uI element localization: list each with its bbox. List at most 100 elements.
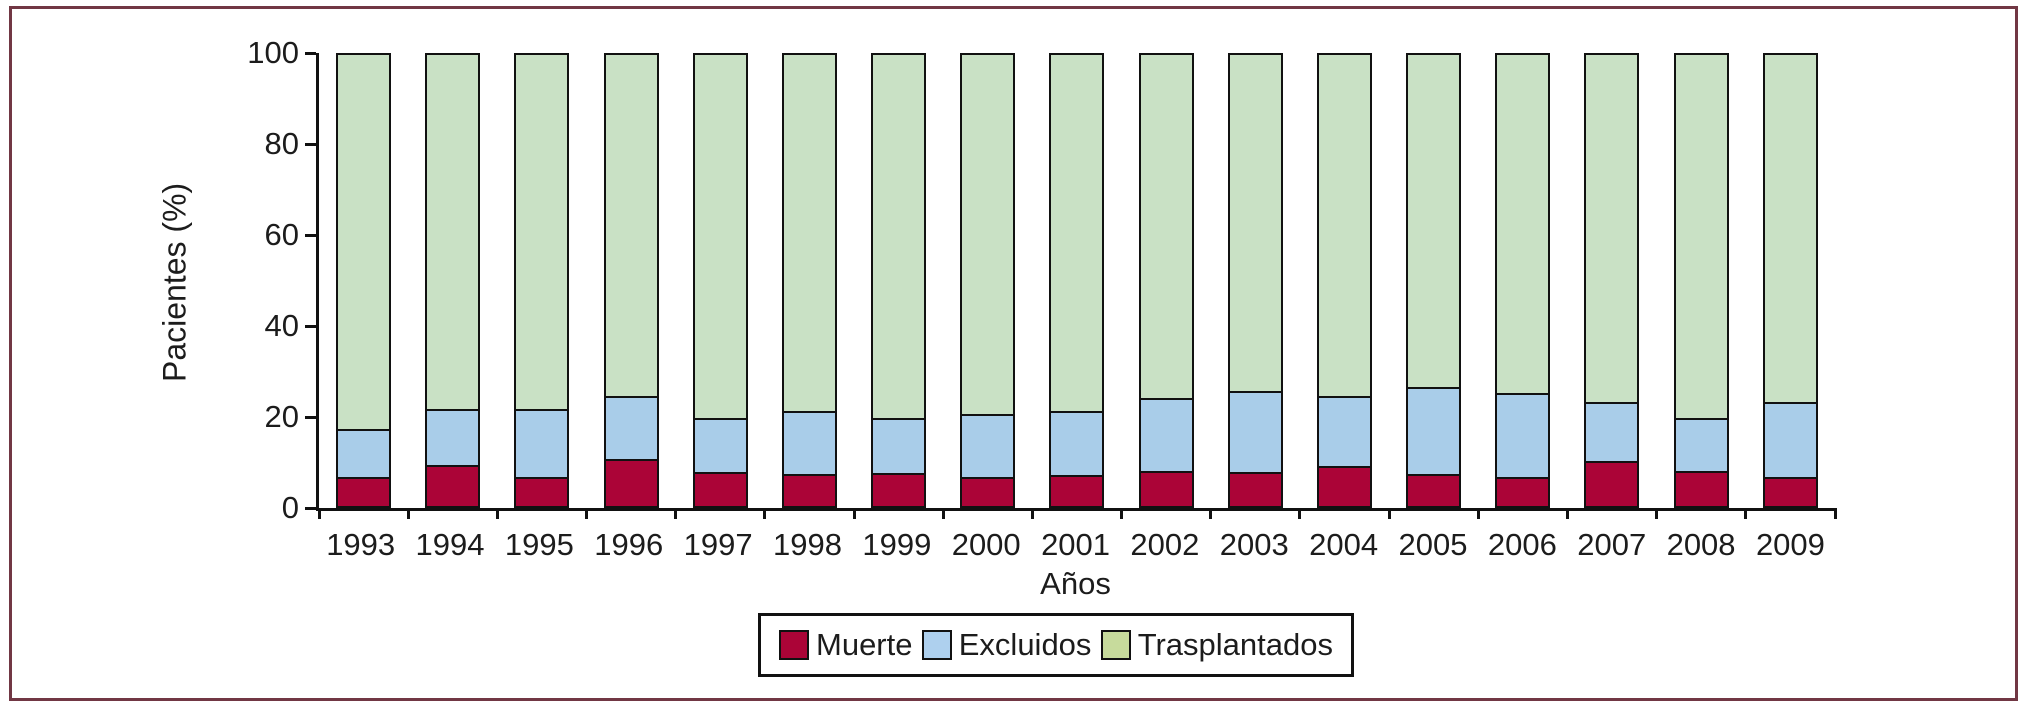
x-tick-mark [1565, 508, 1569, 519]
x-tick-label-1994: 1994 [415, 527, 485, 562]
segment-trasplantados-1999 [873, 55, 925, 419]
segment-excluidos-2005 [1408, 386, 1460, 475]
y-tick-mark [305, 233, 316, 237]
x-tick-mark [1833, 508, 1837, 519]
segment-trasplantados-1993 [338, 55, 390, 430]
x-tick-label-2001: 2001 [1041, 527, 1111, 562]
x-tick-mark [1655, 508, 1659, 519]
segment-excluidos-2003 [1229, 391, 1281, 473]
x-tick-label-2007: 2007 [1577, 527, 1647, 562]
plot-area: 0 20 40 60 80 100 [247, 37, 1837, 524]
segment-excluidos-2009 [1764, 402, 1816, 477]
x-tick-label-1996: 1996 [594, 527, 664, 562]
bar-cell [1300, 53, 1389, 508]
segment-trasplantados-2009 [1764, 55, 1816, 403]
bar-1999 [871, 53, 927, 508]
segment-excluidos-1999 [873, 418, 925, 473]
bar-2007 [1584, 53, 1640, 508]
bar-cell [408, 53, 497, 508]
bar-2006 [1495, 53, 1551, 508]
bar-1993 [336, 53, 392, 508]
segment-muerte-2009 [1764, 476, 1816, 506]
x-tick-mark [495, 508, 499, 519]
bar-cell [854, 53, 943, 508]
x-tick-label-2002: 2002 [1130, 527, 1200, 562]
bar-cell [1389, 53, 1478, 508]
x-tick-label-1999: 1999 [862, 527, 932, 562]
legend-item-excluidos: Excluidos [921, 627, 1092, 662]
x-tick-mark [1120, 508, 1124, 519]
x-tick-label-2003: 2003 [1219, 527, 1289, 562]
segment-trasplantados-1994 [427, 55, 479, 410]
segment-muerte-2007 [1586, 460, 1638, 506]
bar-cell [1567, 53, 1656, 508]
x-tick-label-1995: 1995 [504, 527, 574, 562]
segment-trasplantados-2003 [1229, 55, 1281, 392]
y-tick-label: 80 [264, 126, 299, 161]
x-tick-label-2006: 2006 [1487, 527, 1557, 562]
legend-item-muerte: Muerte [779, 629, 912, 661]
bar-cell [1746, 53, 1835, 508]
segment-muerte-1996 [605, 458, 657, 506]
segment-trasplantados-2000 [962, 55, 1014, 414]
x-axis-title: Años [1040, 566, 1111, 601]
x-tick-label-2005: 2005 [1398, 527, 1468, 562]
bar-cell [676, 53, 765, 508]
x-tick-mark [1387, 508, 1391, 519]
bar-2008 [1673, 53, 1729, 508]
segment-excluidos-2001 [1051, 411, 1103, 476]
y-tick-mark [305, 51, 316, 55]
bar-cell [1211, 53, 1300, 508]
bar-1997 [692, 53, 748, 508]
x-tick-mark [317, 508, 321, 519]
bar-cell [765, 53, 854, 508]
bar-2002 [1138, 53, 1194, 508]
segment-trasplantados-2004 [1318, 55, 1370, 396]
x-tick-label-1998: 1998 [772, 527, 842, 562]
x-tick-mark [763, 508, 767, 519]
x-tick-label-1993: 1993 [326, 527, 396, 562]
segment-muerte-2006 [1497, 476, 1549, 506]
segment-muerte-2004 [1318, 466, 1370, 506]
y-tick-label: 20 [264, 399, 299, 434]
x-tick-label-2004: 2004 [1309, 527, 1379, 562]
y-tick-label: 0 [281, 490, 299, 525]
bar-cell [497, 53, 586, 508]
segment-muerte-1993 [338, 476, 390, 506]
legend-swatch-trasplantados [1100, 630, 1131, 660]
segment-trasplantados-2007 [1586, 55, 1638, 403]
y-tick-mark [305, 415, 316, 419]
segment-trasplantados-2006 [1497, 55, 1549, 394]
bar-2005 [1406, 53, 1462, 508]
segment-muerte-1999 [873, 472, 925, 506]
segment-muerte-1995 [516, 476, 568, 506]
segment-muerte-2003 [1229, 472, 1281, 506]
bar-cell [319, 53, 408, 508]
segment-trasplantados-2001 [1051, 55, 1103, 412]
x-tick-label-2009: 2009 [1755, 527, 1825, 562]
segment-muerte-1998 [783, 473, 835, 506]
x-tick-label-1997: 1997 [683, 527, 753, 562]
x-tick-mark [941, 508, 945, 519]
segment-excluidos-1997 [694, 418, 746, 473]
bar-cell [1122, 53, 1211, 508]
segment-trasplantados-2002 [1140, 55, 1192, 398]
x-tick-mark [852, 508, 856, 519]
segment-excluidos-2007 [1586, 402, 1638, 461]
y-tick-mark [305, 506, 316, 510]
legend-swatch-muerte [779, 630, 809, 660]
bars-container [319, 53, 1835, 508]
segment-excluidos-1995 [516, 409, 568, 477]
bar-2004 [1316, 53, 1372, 508]
bar-cell [1032, 53, 1121, 508]
x-tick-mark [585, 508, 589, 519]
bar-2001 [1049, 53, 1105, 508]
segment-excluidos-2000 [962, 413, 1014, 477]
segment-muerte-1994 [427, 465, 479, 506]
legend-label-excluidos: Excluidos [958, 627, 1092, 662]
y-tick-mark [305, 142, 316, 146]
segment-excluidos-1998 [783, 411, 835, 474]
legend-swatch-excluidos [921, 630, 952, 660]
x-tick-label-2000: 2000 [951, 527, 1021, 562]
